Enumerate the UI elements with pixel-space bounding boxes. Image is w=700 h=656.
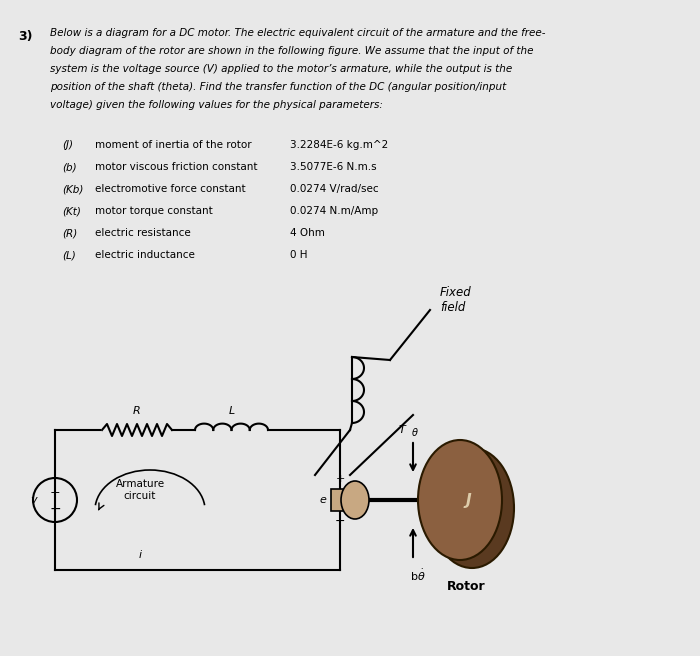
Text: (L): (L)	[62, 250, 76, 260]
Text: (R): (R)	[62, 228, 77, 238]
Text: +: +	[50, 485, 60, 499]
Text: R: R	[133, 406, 141, 416]
Text: voltage) given the following values for the physical parameters:: voltage) given the following values for …	[50, 100, 383, 110]
Text: 3): 3)	[18, 30, 32, 43]
Text: system is the voltage source (V) applied to the motor’s armature, while the outp: system is the voltage source (V) applied…	[50, 64, 512, 74]
Text: +: +	[335, 474, 344, 484]
Text: −: −	[49, 502, 61, 516]
Text: (b): (b)	[62, 162, 76, 172]
Text: Fixed
field: Fixed field	[440, 286, 472, 314]
Text: body diagram of the rotor are shown in the following figure. We assume that the : body diagram of the rotor are shown in t…	[50, 46, 533, 56]
Text: v: v	[30, 495, 37, 505]
Ellipse shape	[418, 440, 502, 560]
Text: e: e	[319, 495, 326, 505]
Text: (Kt): (Kt)	[62, 206, 81, 216]
Text: $\theta$: $\theta$	[411, 426, 419, 438]
Ellipse shape	[430, 448, 514, 568]
Bar	[331, 489, 349, 511]
Text: b$\dot{\theta}$: b$\dot{\theta}$	[410, 568, 426, 583]
Text: motor viscous friction constant: motor viscous friction constant	[95, 162, 258, 172]
Text: 0 H: 0 H	[290, 250, 307, 260]
Text: electric inductance: electric inductance	[95, 250, 195, 260]
Text: Rotor: Rotor	[447, 580, 485, 593]
Text: Below is a diagram for a DC motor. The electric equivalent circuit of the armatu: Below is a diagram for a DC motor. The e…	[50, 28, 545, 38]
Text: i: i	[139, 550, 141, 560]
Text: J: J	[466, 493, 471, 508]
Text: Armature
circuit: Armature circuit	[116, 479, 164, 501]
Text: (Kb): (Kb)	[62, 184, 83, 194]
Text: 4 Ohm: 4 Ohm	[290, 228, 325, 238]
Text: (J): (J)	[62, 140, 73, 150]
Text: 0.0274 V/rad/sec: 0.0274 V/rad/sec	[290, 184, 379, 194]
Text: L: L	[228, 406, 235, 416]
Text: electric resistance: electric resistance	[95, 228, 190, 238]
Text: position of the shaft (theta). Find the transfer function of the DC (angular pos: position of the shaft (theta). Find the …	[50, 82, 506, 92]
Text: 0.0274 N.m/Amp: 0.0274 N.m/Amp	[290, 206, 378, 216]
Text: moment of inertia of the rotor: moment of inertia of the rotor	[95, 140, 251, 150]
Text: motor torque constant: motor torque constant	[95, 206, 213, 216]
Text: 3.2284E-6 kg.m^2: 3.2284E-6 kg.m^2	[290, 140, 389, 150]
Text: 3.5077E-6 N.m.s: 3.5077E-6 N.m.s	[290, 162, 377, 172]
Text: electromotive force constant: electromotive force constant	[95, 184, 246, 194]
Ellipse shape	[341, 481, 369, 519]
Text: T: T	[398, 425, 405, 435]
Text: −: −	[335, 515, 345, 528]
